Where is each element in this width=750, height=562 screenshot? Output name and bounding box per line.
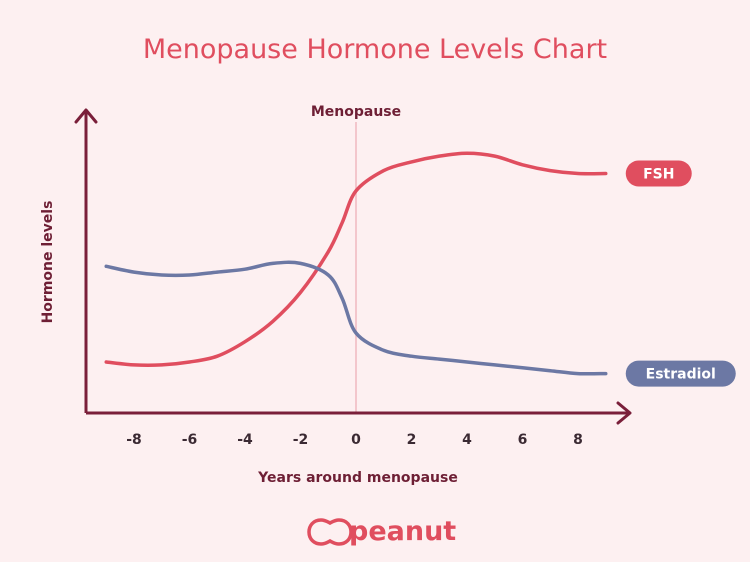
x-axis-arrow bbox=[616, 401, 632, 425]
x-tick-label: 0 bbox=[351, 432, 361, 448]
y-axis-label: Hormone levels bbox=[40, 201, 56, 324]
estradiol-legend-label: Estradiol bbox=[646, 367, 716, 383]
x-axis-label: Years around menopause bbox=[257, 470, 458, 486]
brand-logo: peanut bbox=[307, 516, 456, 547]
menopause-label: Menopause bbox=[311, 104, 401, 120]
y-axis-arrow bbox=[74, 108, 98, 124]
x-tick-label: -8 bbox=[126, 432, 142, 448]
x-tick-label: 4 bbox=[462, 432, 472, 448]
chart-title: Menopause Hormone Levels Chart bbox=[143, 34, 607, 65]
brand-name: peanut bbox=[349, 516, 456, 547]
x-tick-label: 6 bbox=[518, 432, 528, 448]
fsh-legend-pill bbox=[625, 160, 692, 187]
estradiol-legend-pill bbox=[625, 360, 736, 387]
x-tick-label: -2 bbox=[293, 432, 309, 448]
x-tick-label: -6 bbox=[182, 432, 198, 448]
estradiol-series-line bbox=[104, 260, 608, 376]
x-tick-label: -4 bbox=[237, 432, 253, 448]
x-tick-label: 8 bbox=[573, 432, 583, 448]
plot-area: Menopause -8 -6 -4 -2 0 2 4 6 8 FSH Estradiol bbox=[74, 104, 736, 448]
peanut-logo-icon bbox=[307, 518, 353, 546]
fsh-series-line bbox=[104, 151, 608, 368]
x-tick-label: 2 bbox=[407, 432, 417, 448]
fsh-legend-label: FSH bbox=[643, 167, 674, 183]
